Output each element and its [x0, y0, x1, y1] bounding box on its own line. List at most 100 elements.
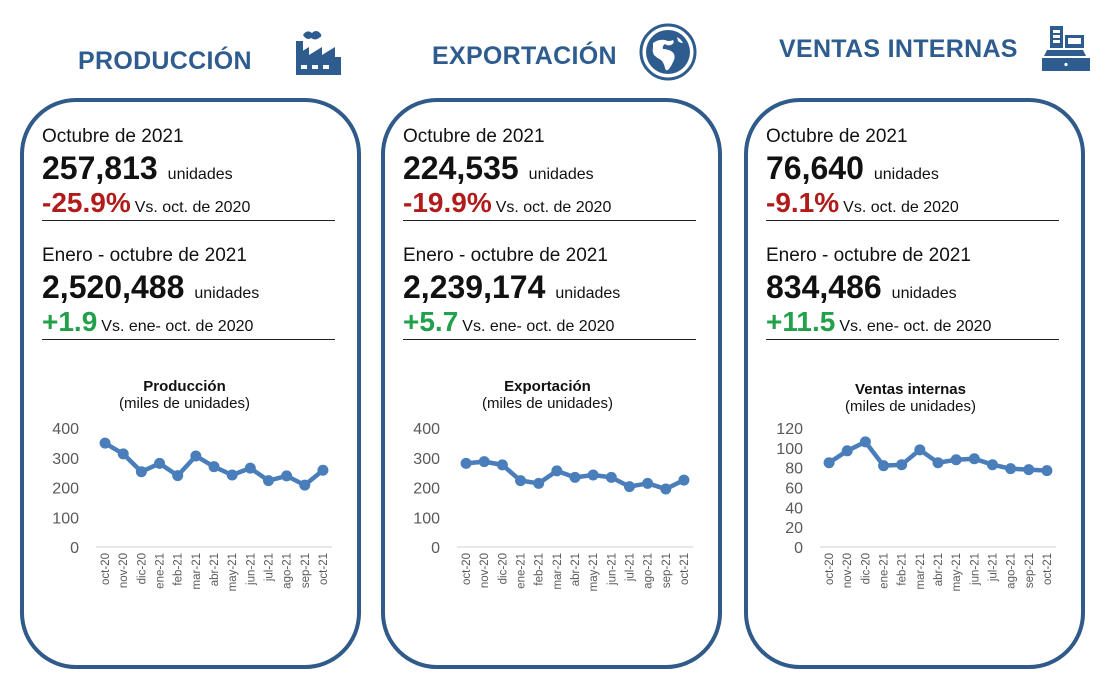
ytd-period: Enero - octubre de 2021: [766, 245, 971, 266]
data-point: [99, 437, 111, 449]
panel-ventas-internas: Octubre de 2021 76,640 unidades -9.1% Vs…: [744, 98, 1085, 669]
y-tick-label: 400: [413, 421, 440, 438]
data-point: [950, 454, 962, 466]
ytd-change: +5.7: [403, 306, 459, 337]
ytd-period: Enero - octubre de 2021: [42, 245, 247, 266]
y-tick-label: 100: [52, 510, 79, 527]
x-tick-label: jun-21: [245, 553, 257, 586]
chart-produccion: 0 100 200 300 400 oct-20 nov-20 dic-20 ene-21 feb…: [52, 421, 332, 591]
x-tick-label: jul-21: [624, 553, 636, 582]
y-tick-label: 40: [785, 500, 803, 517]
ytd-stat: Enero - octubre de 2021 2,239,174 unidad…: [403, 245, 696, 339]
ytd-stat: Enero - octubre de 2021 2,520,488 unidad…: [42, 245, 335, 339]
data-point: [587, 469, 599, 481]
y-tick-label: 0: [70, 540, 79, 557]
data-point: [660, 483, 672, 495]
x-tick-label: abr-21: [933, 553, 945, 586]
section-title: PRODUCCIÓN: [78, 46, 252, 75]
divider: [766, 220, 1059, 221]
month-period: Octubre de 2021: [42, 126, 184, 147]
y-tick-label: 100: [776, 441, 803, 458]
month-value: 76,640: [766, 150, 864, 186]
ytd-change: +1.9: [42, 306, 98, 337]
y-tick-label: 0: [794, 540, 803, 557]
x-tick-label: ene-21: [155, 553, 167, 589]
y-tick-label: 120: [776, 421, 803, 438]
data-point: [1005, 463, 1017, 475]
divider: [766, 339, 1059, 340]
data-point: [317, 464, 329, 476]
x-tick-label: oct-21: [679, 553, 691, 585]
x-tick-label: oct-21: [318, 553, 330, 585]
data-point: [1023, 464, 1035, 476]
ytd-period: Enero - octubre de 2021: [403, 245, 608, 266]
ytd-compare: Vs. ene- oct. de 2020: [462, 318, 615, 335]
data-point: [823, 457, 835, 469]
x-tick-label: jul-21: [263, 553, 275, 582]
data-point: [172, 470, 184, 482]
y-tick-label: 200: [413, 481, 440, 498]
chart-title-block: Exportación (miles de unidades): [381, 378, 714, 412]
data-point: [841, 445, 853, 457]
x-tick-label: oct-20: [824, 553, 836, 585]
chart-exportacion: 0 100 200 300 400 oct-20 nov-20 dic-20 ene-21 feb…: [413, 421, 693, 591]
chart-title: Exportación: [504, 378, 591, 395]
x-tick-label: jun-21: [606, 553, 618, 586]
x-tick-label: nov-20: [118, 553, 130, 588]
x-tick-label: oct-21: [1042, 553, 1054, 585]
data-point: [896, 459, 908, 471]
month-period: Octubre de 2021: [403, 126, 545, 147]
month-change: -25.9%: [42, 187, 131, 218]
section-title: VENTAS INTERNAS: [779, 34, 1018, 63]
x-tick-label: ago-21: [643, 553, 655, 589]
chart-title: Producción: [143, 378, 226, 395]
cash-register-icon: [1040, 25, 1090, 77]
x-tick-label: ago-21: [1006, 553, 1018, 589]
month-value: 224,535: [403, 150, 519, 186]
x-tick-label: may-21: [951, 553, 963, 591]
data-point: [515, 475, 527, 487]
globe-icon: [639, 23, 697, 86]
data-point: [914, 444, 926, 456]
month-unit: unidades: [528, 166, 594, 183]
ytd-value: 2,239,174: [403, 269, 546, 305]
x-tick-label: sep-21: [300, 553, 312, 588]
data-point: [986, 459, 998, 471]
x-tick-label: nov-20: [842, 553, 854, 588]
y-tick-label: 300: [52, 451, 79, 468]
data-point: [135, 466, 147, 478]
x-tick-label: nov-20: [479, 553, 491, 588]
month-value: 257,813: [42, 150, 158, 186]
data-point: [1041, 465, 1053, 477]
factory-icon: [292, 29, 342, 80]
x-tick-label: sep-21: [661, 553, 673, 588]
divider: [403, 220, 696, 221]
ytd-unit: unidades: [891, 285, 957, 302]
month-period: Octubre de 2021: [766, 126, 908, 147]
data-point: [496, 459, 508, 471]
y-tick-label: 80: [785, 461, 803, 478]
month-compare: Vs. oct. de 2020: [495, 199, 612, 216]
month-stat: Octubre de 2021 76,640 unidades -9.1% Vs…: [766, 126, 1059, 220]
x-tick-label: jun-21: [969, 553, 981, 586]
x-tick-label: may-21: [227, 553, 239, 591]
x-tick-label: may-21: [588, 553, 600, 591]
data-point: [190, 450, 202, 462]
data-point: [642, 477, 654, 489]
x-tick-label: sep-21: [1024, 553, 1036, 588]
month-compare: Vs. oct. de 2020: [843, 199, 959, 216]
data-point: [878, 460, 890, 472]
ytd-value: 834,486: [766, 269, 882, 305]
data-point: [968, 453, 980, 465]
divider: [403, 339, 696, 340]
chart-title-block: Ventas internas (miles de unidades): [744, 381, 1077, 415]
y-tick-label: 100: [413, 510, 440, 527]
data-point: [533, 477, 545, 489]
panel-produccion: Octubre de 2021 257,813 unidades -25.9% …: [20, 98, 361, 669]
data-point: [299, 479, 311, 491]
data-point: [208, 461, 220, 473]
chart-title: Ventas internas: [855, 381, 966, 398]
x-tick-label: abr-21: [209, 553, 221, 586]
data-point: [859, 436, 871, 448]
data-point: [262, 475, 274, 487]
